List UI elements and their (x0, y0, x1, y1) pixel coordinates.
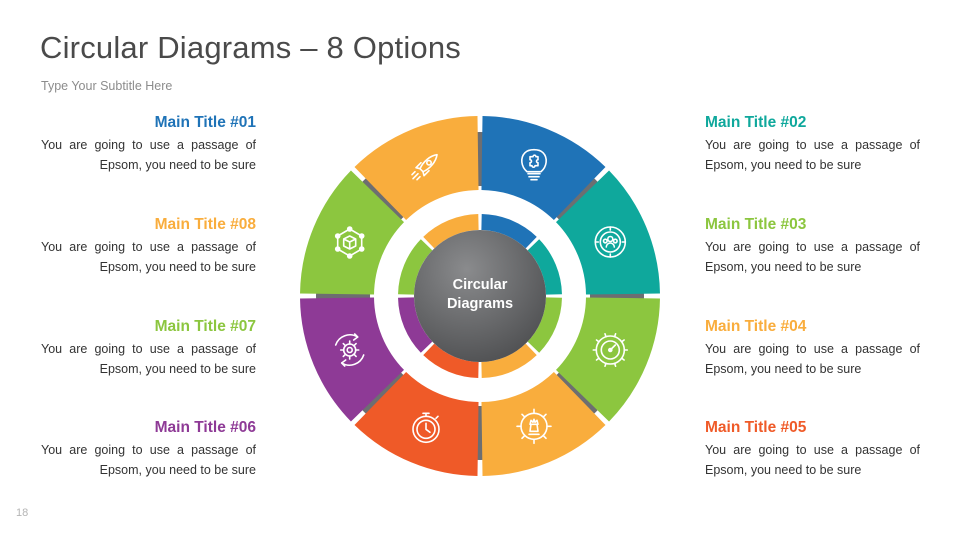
center-label-line1: Circular (452, 277, 508, 293)
inner-segment-08 (423, 214, 479, 249)
option-description-02-line1: You are going to use a passage of (705, 138, 920, 152)
option-description-01: You are going to use a passage of Epsom,… (41, 135, 256, 175)
page-subtitle: Type Your Subtitle Here (41, 79, 173, 93)
inner-segment-07 (398, 239, 433, 295)
option-description-05: You are going to use a passage of Epsom,… (705, 440, 920, 480)
option-description-05-line1: You are going to use a passage of (705, 443, 920, 457)
stopwatch-icon (412, 412, 440, 444)
outer-segment-05 (354, 371, 479, 476)
option-title-03: Main Title #03 (705, 216, 807, 233)
option-description-07: You are going to use a passage of Epsom,… (41, 339, 256, 379)
inner-segment-05 (423, 343, 479, 378)
option-text-05: Main Title #05 You are going to use a pa… (705, 418, 920, 480)
option-text-04: Main Title #04 You are going to use a pa… (705, 317, 920, 379)
option-description-08-line1: You are going to use a passage of (41, 240, 256, 254)
center-circle (414, 230, 546, 362)
page-number: 18 (16, 507, 29, 519)
center-label-line2: Diagrams (446, 296, 514, 312)
connector-bar (355, 367, 409, 421)
option-description-08-line2: Epsom, you need to be sure (99, 260, 256, 274)
connector-bar (551, 367, 605, 421)
inner-segment-06 (398, 297, 433, 353)
gear-cycle-icon (334, 333, 365, 367)
option-title-02: Main Title #02 (705, 114, 807, 131)
option-description-06-line2: Epsom, you need to be sure (99, 463, 256, 477)
box-network-icon (334, 226, 365, 259)
option-description-02: You are going to use a passage of Epsom,… (705, 135, 920, 175)
page-title: Circular Diagrams – 8 Options (40, 30, 462, 65)
option-title-08: Main Title #08 (154, 216, 256, 233)
outer-segment-07 (300, 170, 405, 295)
option-description-06-line1: You are going to use a passage of (41, 443, 256, 457)
option-text-08: Main Title #08 You are going to use a pa… (41, 215, 256, 277)
option-description-08: You are going to use a passage of Epsom,… (41, 237, 256, 277)
option-text-03: Main Title #03 You are going to use a pa… (705, 215, 920, 277)
option-description-01-line2: Epsom, you need to be sure (99, 158, 256, 172)
lightbulb-puzzle-icon (521, 148, 547, 181)
connector-bar (551, 171, 605, 225)
option-title-05: Main Title #05 (705, 419, 807, 436)
option-description-05-line2: Epsom, you need to be sure (705, 463, 862, 477)
rocket-icon (411, 153, 438, 181)
option-description-07-line2: Epsom, you need to be sure (99, 362, 256, 376)
option-description-03: You are going to use a passage of Epsom,… (705, 237, 920, 277)
option-text-02: Main Title #02 You are going to use a pa… (705, 113, 920, 175)
option-title-01: Main Title #01 (154, 114, 256, 131)
outer-segment-04 (481, 371, 606, 476)
gear-gauge-icon (592, 333, 629, 367)
option-title-04: Main Title #04 (705, 318, 807, 335)
center-label: Circular Diagrams (414, 276, 546, 314)
option-description-06: You are going to use a passage of Epsom,… (41, 440, 256, 480)
option-title-07: Main Title #07 (154, 318, 256, 335)
option-description-03-line1: You are going to use a passage of (705, 240, 920, 254)
inner-segment-03 (527, 297, 562, 353)
option-description-02-line2: Epsom, you need to be sure (705, 158, 862, 172)
option-description-04-line2: Epsom, you need to be sure (705, 362, 862, 376)
inner-ring (398, 214, 562, 378)
option-description-03-line2: Epsom, you need to be sure (705, 260, 862, 274)
inner-segment-02 (527, 239, 562, 295)
connector-bar (355, 171, 409, 225)
outer-segment-06 (300, 297, 405, 422)
segment-icons (334, 148, 629, 445)
option-text-01: Main Title #01 You are going to use a pa… (41, 113, 256, 175)
option-description-07-line1: You are going to use a passage of (41, 342, 256, 356)
option-title-06: Main Title #06 (154, 419, 256, 436)
option-description-04: You are going to use a passage of Epsom,… (705, 339, 920, 379)
chess-gear-icon (516, 408, 552, 445)
team-target-icon (594, 226, 627, 258)
option-text-06: Main Title #06 You are going to use a pa… (41, 418, 256, 480)
option-text-07: Main Title #07 You are going to use a pa… (41, 317, 256, 379)
inner-segment-01 (481, 214, 537, 249)
option-description-04-line1: You are going to use a passage of (705, 342, 920, 356)
option-description-01-line1: You are going to use a passage of (41, 138, 256, 152)
inner-segment-04 (481, 343, 537, 378)
